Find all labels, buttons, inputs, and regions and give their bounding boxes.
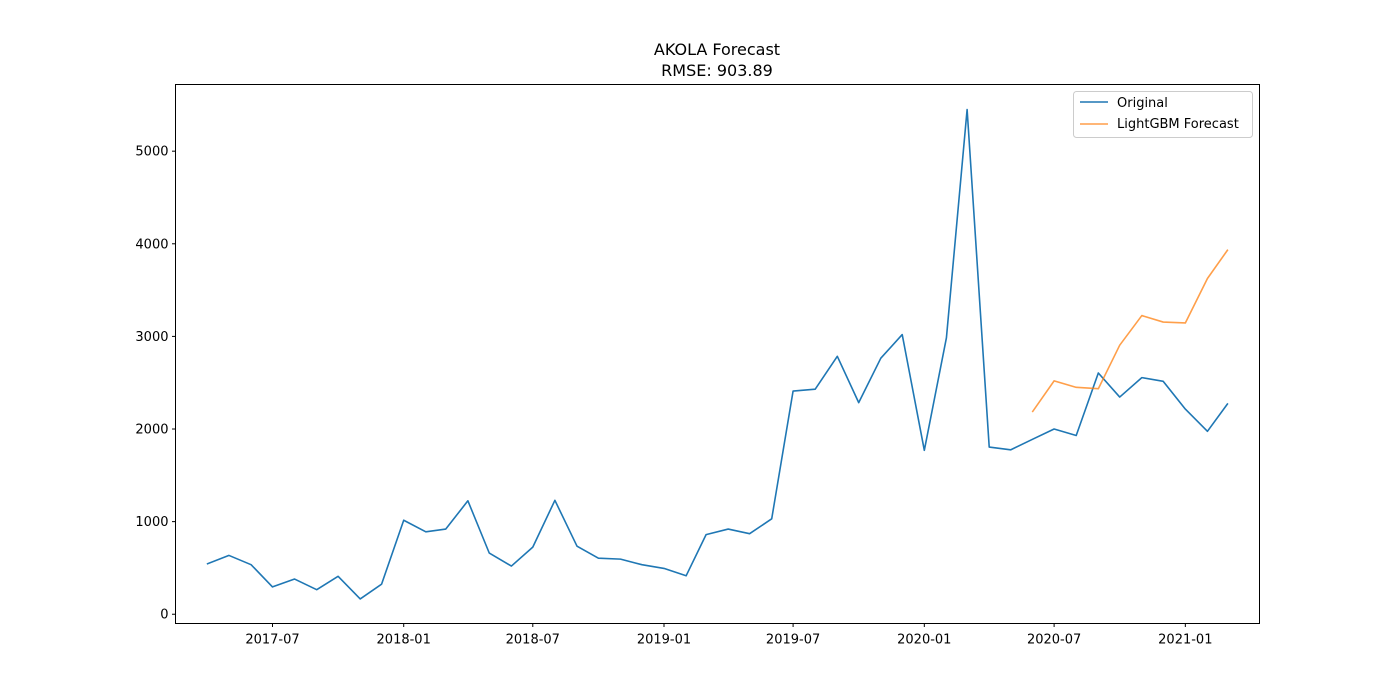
plot-area-frame bbox=[175, 84, 1260, 624]
y-tick-label: 3000 bbox=[135, 330, 168, 345]
y-tick-label: 4000 bbox=[135, 237, 168, 252]
legend: Original LightGBM Forecast bbox=[1073, 91, 1253, 138]
x-tick-label: 2017-07 bbox=[245, 633, 299, 648]
legend-box bbox=[1073, 91, 1253, 138]
legend-label-lightgbm-forecast: LightGBM Forecast bbox=[1117, 117, 1239, 132]
series-line-lightgbm-forecast bbox=[1031, 249, 1229, 413]
y-tick-label: 0 bbox=[160, 608, 168, 623]
x-tick-label: 2019-07 bbox=[766, 633, 820, 648]
chart-subtitle: RMSE: 903.89 bbox=[661, 61, 773, 80]
x-tick-label: 2018-07 bbox=[506, 633, 560, 648]
legend-label-original: Original bbox=[1117, 96, 1168, 111]
chart-title: AKOLA Forecast bbox=[654, 40, 780, 59]
y-tick-label: 5000 bbox=[135, 145, 168, 160]
x-tick-label: 2019-01 bbox=[637, 633, 691, 648]
plot-series bbox=[206, 108, 1229, 600]
y-tick-label: 2000 bbox=[135, 423, 168, 438]
x-tick-label: 2020-07 bbox=[1027, 633, 1081, 648]
y-tick-label: 1000 bbox=[135, 515, 168, 530]
x-tick-label: 2020-01 bbox=[897, 633, 951, 648]
series-line-original bbox=[206, 108, 1229, 600]
x-tick-label: 2021-01 bbox=[1158, 633, 1212, 648]
axis-ticks: 0 1000 2000 3000 4000 5000 2017-07 2018-01 2018-… bbox=[135, 145, 1212, 648]
x-tick-label: 2018-01 bbox=[377, 633, 431, 648]
